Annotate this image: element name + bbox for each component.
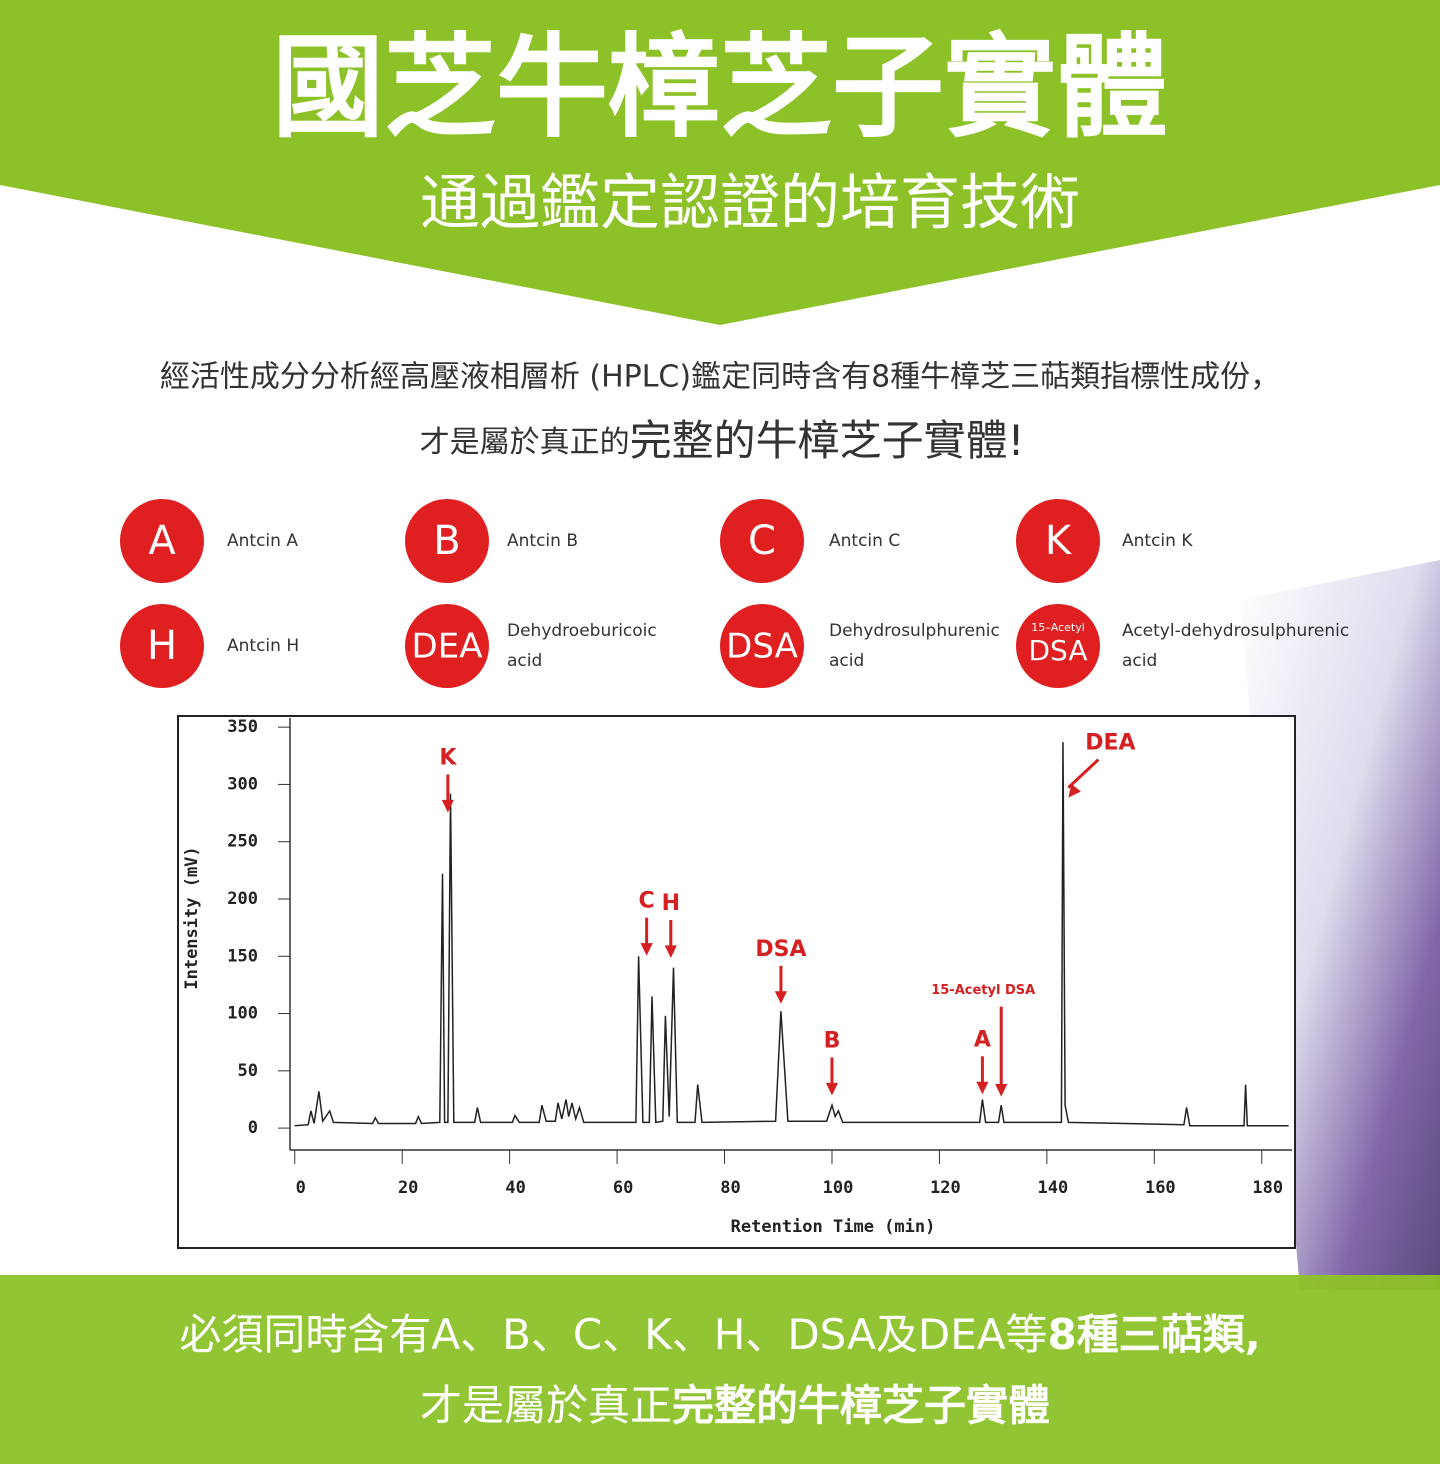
y-tick-label: 0 — [248, 1118, 258, 1138]
badge — [720, 499, 804, 583]
chart: 0 50 100 150 200 250 300 350 0 20 40 60 80 100 120 140 1… — [182, 717, 1292, 1237]
annotation-arrowhead — [976, 1081, 989, 1095]
subtitle: 通過鑑定認證的培育技術 — [420, 169, 1080, 239]
annotation-label: A — [974, 1027, 991, 1052]
y-tick-label: 250 — [227, 832, 258, 852]
badge — [120, 604, 204, 688]
annotation-label: 15-Acetyl DSA — [931, 983, 1035, 998]
badge-text: K — [1045, 518, 1073, 564]
annotation-label: B — [824, 1028, 841, 1053]
intro-line: 才是屬於真正的完整的牛樟芝子實體! — [420, 416, 1025, 465]
annotation-arrowhead — [825, 1082, 839, 1096]
annotation-label: C — [639, 889, 655, 914]
annotation-arrow — [1067, 758, 1100, 789]
x-tick-label: 100 — [823, 1178, 854, 1198]
y-tick-label: 350 — [227, 717, 258, 737]
x-tick-label: 160 — [1145, 1178, 1176, 1198]
intro-plain: 才是屬於真正的 — [420, 425, 630, 460]
badge — [120, 499, 204, 583]
annotation-arrowhead — [441, 799, 454, 813]
x-tick-label: 60 — [613, 1178, 633, 1198]
badge-prefix: 15–Acetyl — [1031, 621, 1085, 634]
intro-emphasis: 完整的牛樟芝子實體! — [630, 416, 1025, 465]
annotation-label: H — [662, 891, 680, 916]
badge-text: A — [148, 518, 176, 564]
x-tick-label: 20 — [398, 1178, 418, 1198]
x-tick-label: 0 — [296, 1178, 306, 1198]
legend-label: Antcin C — [829, 531, 900, 551]
legend-label: acid — [829, 651, 864, 671]
y-axis-label: Intensity (mV) — [182, 846, 202, 989]
badge-text: H — [147, 623, 177, 669]
footer-plain: 才是屬於真正 — [420, 1381, 672, 1430]
annotation-arrowhead — [774, 991, 788, 1004]
footer-line: 必須同時含有A、B、C、K、H、DSA及DEA等8種三萜類, — [179, 1310, 1260, 1359]
y-tick-label: 150 — [227, 946, 258, 966]
footer-line: 才是屬於真正完整的牛樟芝子實體 — [420, 1381, 1050, 1430]
annotation-label: DSA — [755, 937, 806, 962]
annotation-label: DEA — [1085, 731, 1135, 756]
x-tick-label: 80 — [720, 1178, 740, 1198]
badge — [405, 499, 489, 583]
legend-label: acid — [1122, 651, 1157, 671]
badge-text: B — [433, 518, 460, 564]
badge-text: C — [748, 518, 776, 564]
badge — [1016, 604, 1100, 688]
title: 國芝牛樟芝子實體 — [272, 23, 1168, 153]
legend-label: Dehydrosulphurenic — [829, 621, 1000, 641]
annotation-label: K — [439, 746, 457, 771]
x-tick-label: 140 — [1038, 1178, 1069, 1198]
badge — [405, 604, 489, 688]
legend-label: Antcin A — [227, 531, 298, 551]
footer-band — [0, 1275, 1440, 1464]
annotation-arrowhead — [1068, 783, 1081, 798]
footer-emphasis: 8種三萜類, — [1047, 1310, 1260, 1359]
x-tick-label: 40 — [505, 1178, 525, 1198]
y-tick-label: 300 — [227, 774, 258, 794]
y-tick-label: 100 — [227, 1004, 258, 1024]
annotation-arrowhead — [995, 1083, 1008, 1097]
chart-frame — [177, 715, 1296, 1249]
badge — [720, 604, 804, 688]
intro-line: 經活性成分分析經高壓液相層析 (HPLC)鑑定同時含有8種牛樟芝三萜類指標性成份… — [160, 360, 1280, 395]
annotation-arrowhead — [640, 943, 653, 956]
x-tick-label: 120 — [930, 1178, 961, 1198]
badge-text: DSA — [1028, 634, 1087, 667]
legend: A Antcin A B Antcin B C Antcin C K Antcin K H Ant… — [120, 499, 1349, 688]
legend-label: Dehydroeburicoic — [507, 621, 657, 641]
badge — [1016, 499, 1100, 583]
legend-label: acid — [507, 651, 542, 671]
badge-text: DSA — [726, 627, 798, 667]
footer-emphasis: 完整的牛樟芝子實體 — [672, 1381, 1050, 1430]
legend-label: Antcin B — [507, 531, 578, 551]
legend-label: Acetyl-dehydrosulphurenic — [1122, 621, 1349, 641]
trace — [294, 742, 1289, 1127]
y-tick-label: 50 — [238, 1061, 258, 1081]
header-band — [0, 0, 1440, 325]
legend-label: Antcin K — [1122, 531, 1193, 551]
y-tick-label: 200 — [227, 889, 258, 909]
footer-plain: 必須同時含有A、B、C、K、H、DSA及DEA等 — [179, 1310, 1047, 1359]
annotation-arrowhead — [664, 945, 677, 958]
x-axis-label: Retention Time (min) — [731, 1217, 936, 1237]
badge-text: DEA — [412, 627, 483, 667]
x-tick-label: 180 — [1252, 1178, 1283, 1198]
legend-label: Antcin H — [227, 636, 299, 656]
